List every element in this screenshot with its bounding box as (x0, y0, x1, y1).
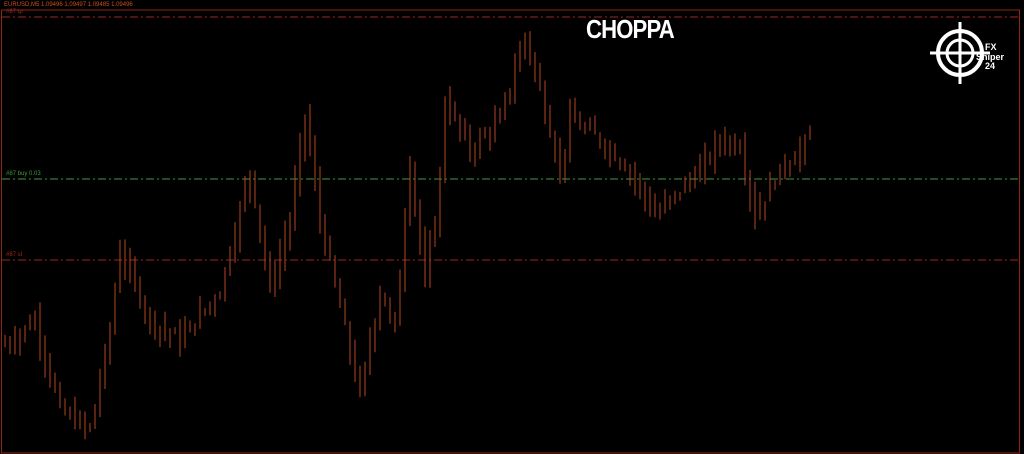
level-label: #87 buy 0.03 (6, 171, 41, 177)
fx-sniper-logo: FX Sniper 24 (930, 20, 1010, 91)
symbol-info: EURUSD,M5 1.09496 1.09497 1.09485 1.0949… (4, 2, 133, 8)
level-label: #87 tp (6, 9, 23, 15)
level-label: #87 sl (6, 252, 23, 258)
svg-text:24: 24 (985, 61, 995, 71)
svg-text:Sniper: Sniper (976, 52, 1005, 62)
chart-title: CHOPPA (586, 14, 675, 44)
chart-border (1, 9, 1020, 454)
svg-text:FX: FX (985, 42, 997, 52)
